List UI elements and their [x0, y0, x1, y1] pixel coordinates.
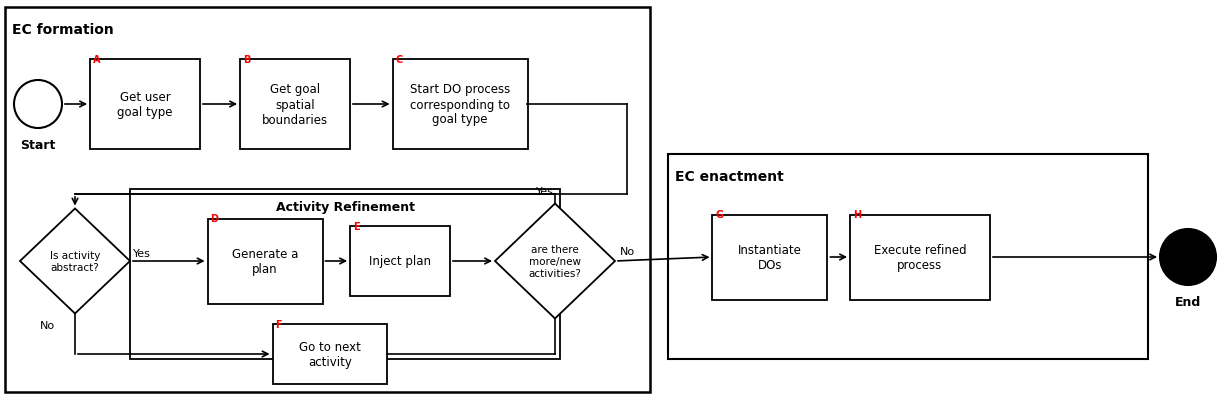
Text: Yes: Yes: [536, 187, 554, 197]
Bar: [350, 227, 450, 296]
Text: A: A: [93, 55, 100, 65]
Text: Activity Refinement: Activity Refinement: [276, 201, 415, 214]
Text: F: F: [276, 319, 282, 329]
Ellipse shape: [13, 81, 62, 129]
Text: Generate a
plan: Generate a plan: [232, 247, 298, 275]
Text: No: No: [40, 321, 55, 331]
Ellipse shape: [1160, 229, 1216, 285]
Bar: [712, 215, 827, 300]
Text: Yes: Yes: [133, 248, 151, 258]
Text: are there
more/new
activities?: are there more/new activities?: [528, 245, 582, 278]
Text: D: D: [211, 214, 218, 224]
Bar: [850, 215, 989, 300]
Text: Inject plan: Inject plan: [368, 255, 431, 268]
Text: H: H: [853, 210, 861, 220]
Text: Start DO process
corresponding to
goal type: Start DO process corresponding to goal t…: [410, 83, 510, 126]
Bar: [207, 219, 322, 304]
Bar: [131, 190, 560, 359]
Text: G: G: [715, 210, 723, 220]
Text: Is activity
abstract?: Is activity abstract?: [50, 251, 100, 272]
Polygon shape: [495, 204, 615, 319]
Text: No: No: [620, 246, 636, 256]
Bar: [669, 155, 1148, 359]
Text: EC enactment: EC enactment: [675, 170, 783, 184]
Text: End: End: [1175, 295, 1202, 308]
Text: Get goal
spatial
boundaries: Get goal spatial boundaries: [262, 83, 328, 126]
Polygon shape: [20, 209, 131, 314]
Text: E: E: [353, 221, 360, 231]
Bar: [393, 60, 527, 150]
Text: C: C: [395, 55, 403, 65]
Text: Instantiate
DOs: Instantiate DOs: [738, 243, 802, 271]
Bar: [5, 8, 650, 392]
Text: EC formation: EC formation: [12, 23, 113, 37]
Text: Get user
goal type: Get user goal type: [117, 91, 173, 119]
Bar: [90, 60, 200, 150]
Text: B: B: [243, 55, 250, 65]
Bar: [240, 60, 350, 150]
Text: Start: Start: [21, 139, 56, 152]
Bar: [272, 324, 388, 384]
Text: Execute refined
process: Execute refined process: [874, 243, 966, 271]
Text: Go to next
activity: Go to next activity: [299, 340, 361, 368]
